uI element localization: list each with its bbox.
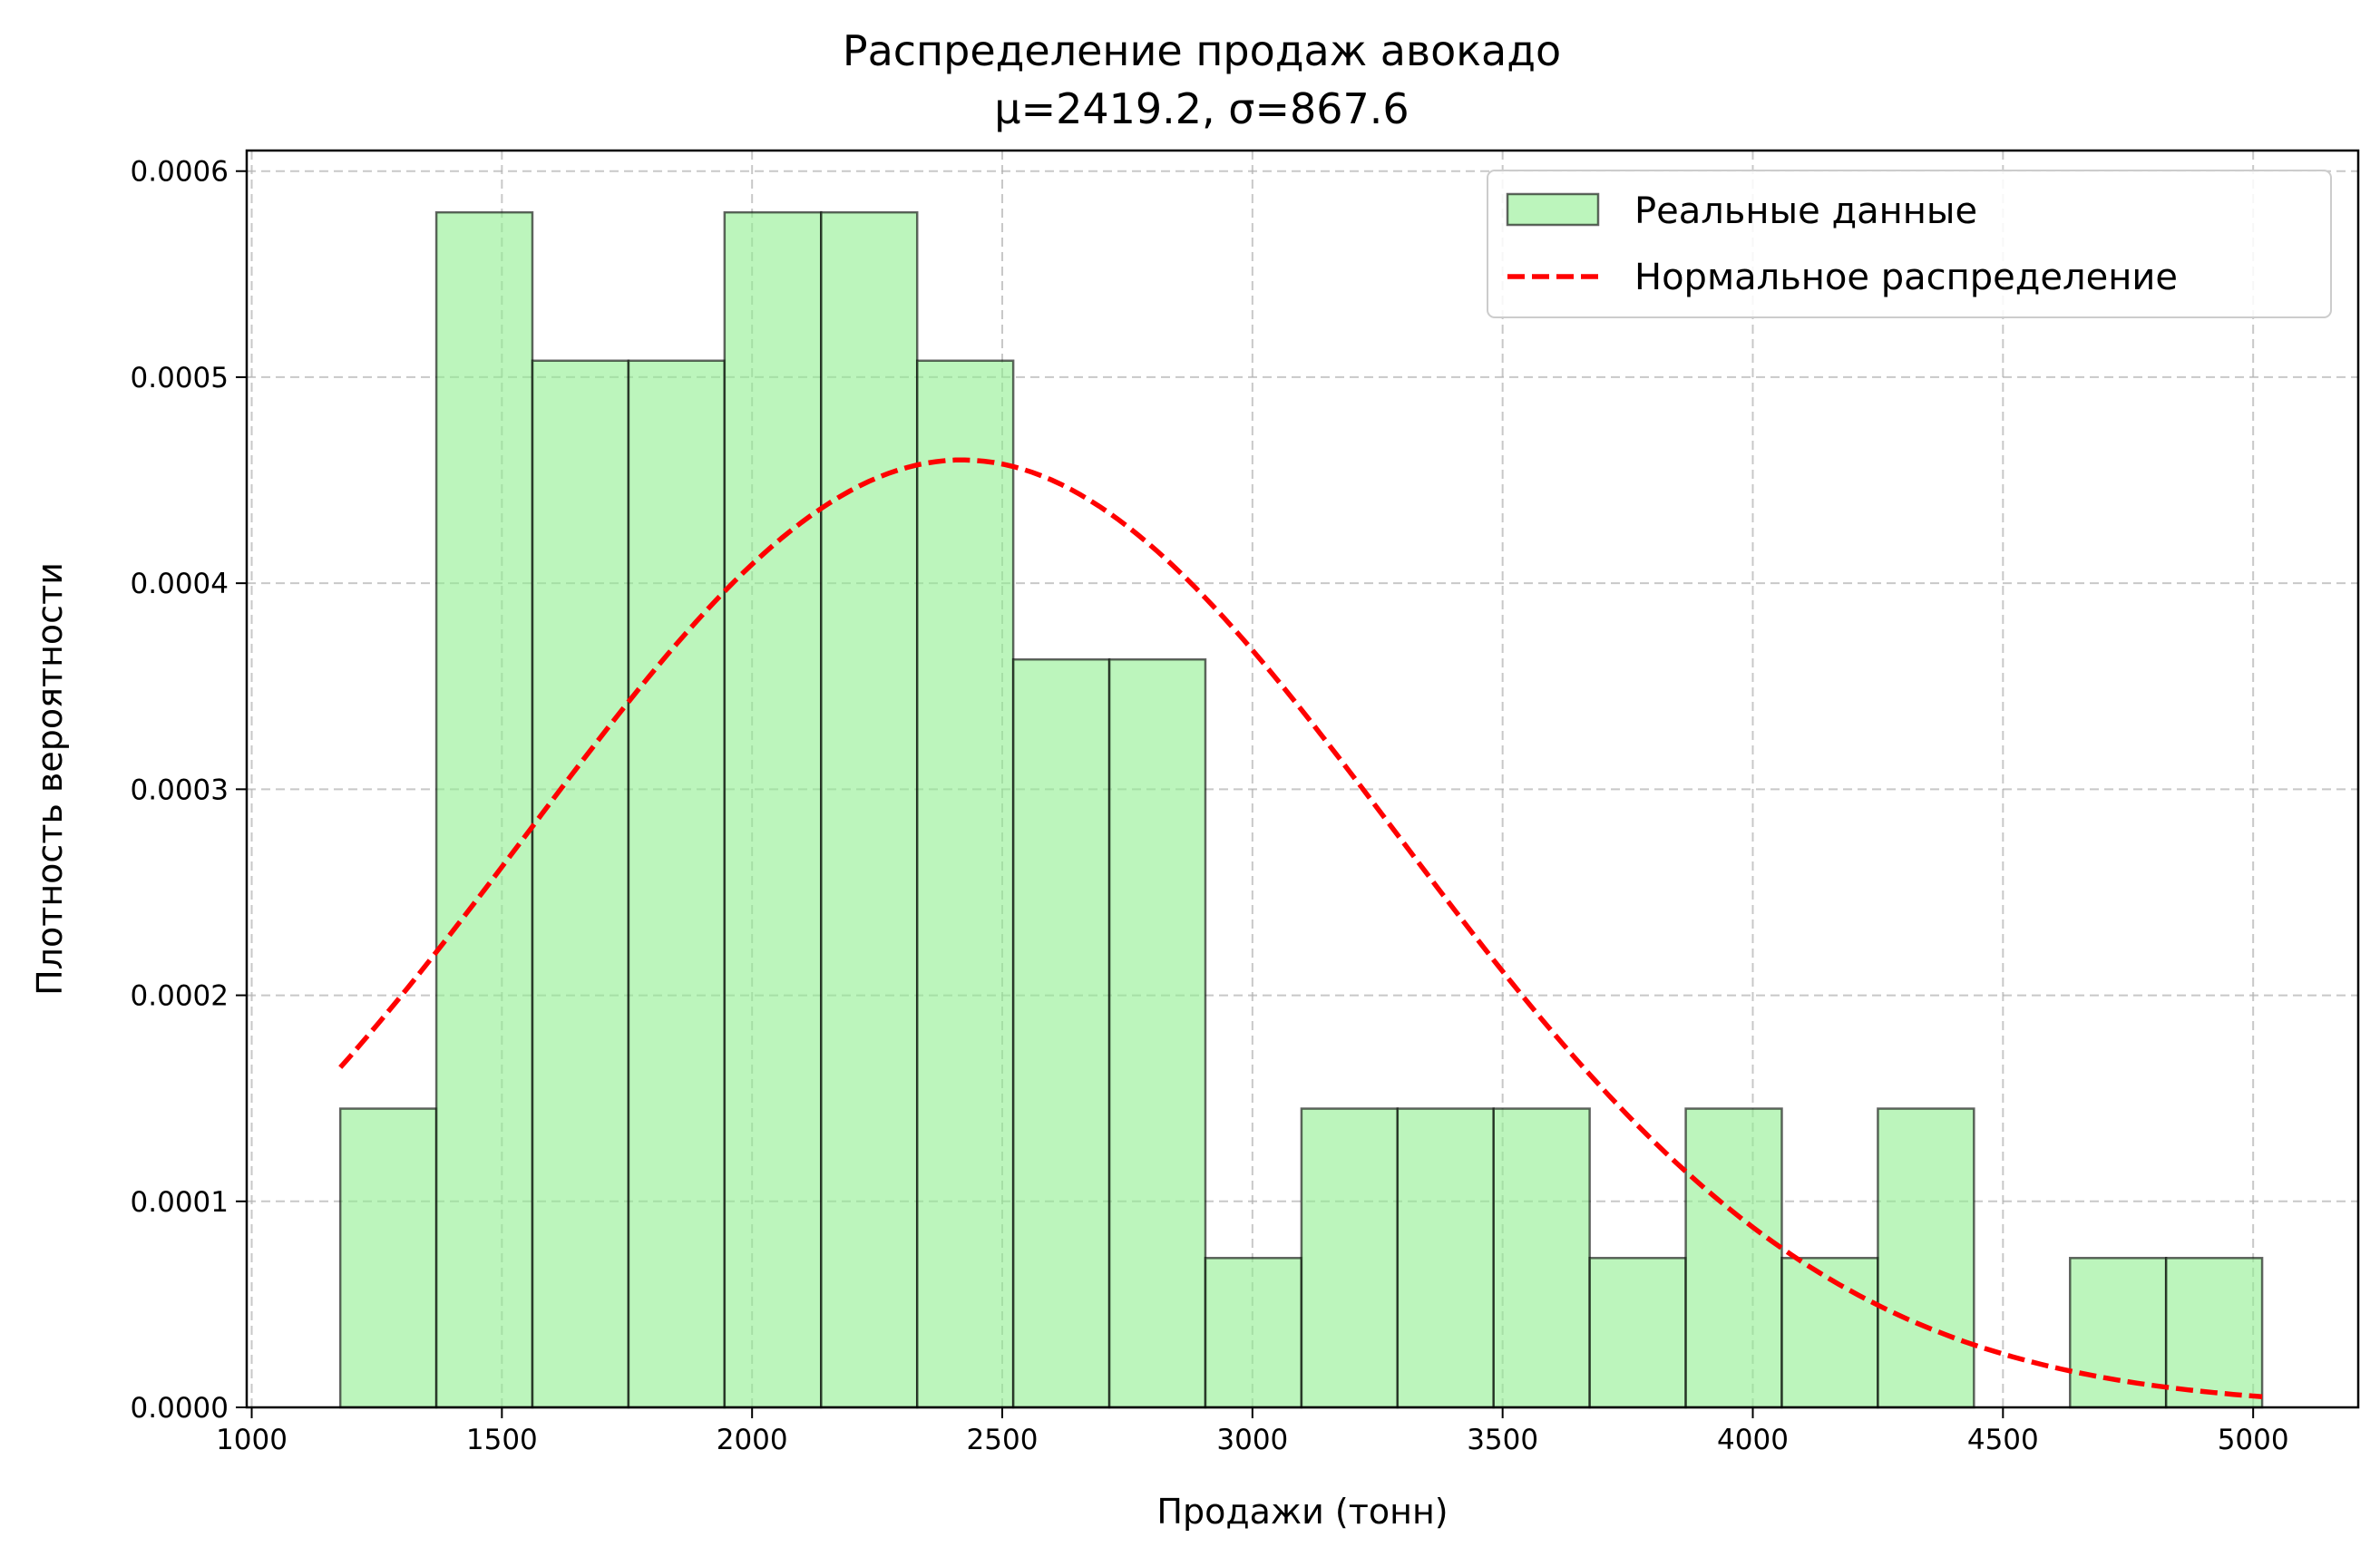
chart-title: Распределение продаж авокадо (843, 26, 1561, 75)
normal-distribution-curve (338, 457, 2263, 1399)
histogram-bar (338, 1107, 438, 1409)
histogram-bar (434, 210, 534, 1409)
x-tick-label: 3000 (1216, 1424, 1288, 1456)
y-tick-label: 0.0006 (131, 156, 229, 189)
y-tick-label: 0.0002 (131, 980, 229, 1013)
histogram-bar (1396, 1107, 1495, 1409)
histogram-bar (1107, 657, 1207, 1409)
histogram-bar (1780, 1257, 1879, 1409)
x-tick-label: 3500 (1467, 1424, 1538, 1456)
histogram-bar (2164, 1257, 2264, 1409)
x-tick-label: 2500 (967, 1424, 1039, 1456)
legend-frame (1487, 170, 2332, 318)
y-tick-label: 0.0004 (131, 568, 229, 600)
y-tick-label: 0.0003 (131, 774, 229, 806)
x-tick-label: 4000 (1717, 1424, 1789, 1456)
x-tick-label: 1000 (216, 1424, 288, 1456)
y-tick-label: 0.0000 (131, 1392, 229, 1425)
histogram-bar (2068, 1257, 2168, 1409)
x-tick-label: 4500 (1967, 1424, 2039, 1456)
histogram-bar (627, 359, 727, 1409)
x-tick-label: 2000 (717, 1424, 788, 1456)
y-axis-label: Плотность вероятности (30, 562, 70, 996)
histogram-bar (531, 359, 630, 1409)
chart-subtitle: μ=2419.2, σ=867.6 (994, 84, 1409, 133)
y-tick-label: 0.0005 (131, 362, 229, 394)
plot-frame (245, 149, 2360, 1409)
legend-label-curve: Нормальное распределение (1634, 257, 2178, 298)
histogram-bar (1877, 1107, 1975, 1409)
histogram-bar (723, 210, 823, 1409)
y-axis-ticks: 0.0000 0.0001 0.0002 0.0003 0.0004 0.0005 0.00… (131, 156, 247, 1425)
x-axis-ticks: 1000 1500 2000 2500 3000 3500 4000 4500 5000 (216, 1407, 2289, 1456)
histogram-bar (1300, 1107, 1400, 1409)
legend-swatch-histogram (1506, 192, 1600, 227)
histogram-bar (1492, 1107, 1591, 1409)
y-tick-label: 0.0001 (131, 1186, 229, 1219)
histogram-bar (1684, 1107, 1783, 1409)
histogram-bar (915, 359, 1015, 1409)
histogram-bar (1011, 657, 1111, 1409)
histogram-bars (338, 210, 2264, 1409)
histogram-bar (1204, 1257, 1303, 1409)
x-tick-label: 5000 (2218, 1424, 2289, 1456)
x-tick-label: 1500 (466, 1424, 538, 1456)
legend-label-histogram: Реальные данные (1634, 190, 1977, 232)
histogram-bar (820, 210, 919, 1409)
x-axis-label: Продажи (тонн) (1156, 1492, 1448, 1532)
legend: Реальные данные Нормальное распределение (1487, 170, 2332, 318)
histogram-bar (1588, 1257, 1687, 1409)
